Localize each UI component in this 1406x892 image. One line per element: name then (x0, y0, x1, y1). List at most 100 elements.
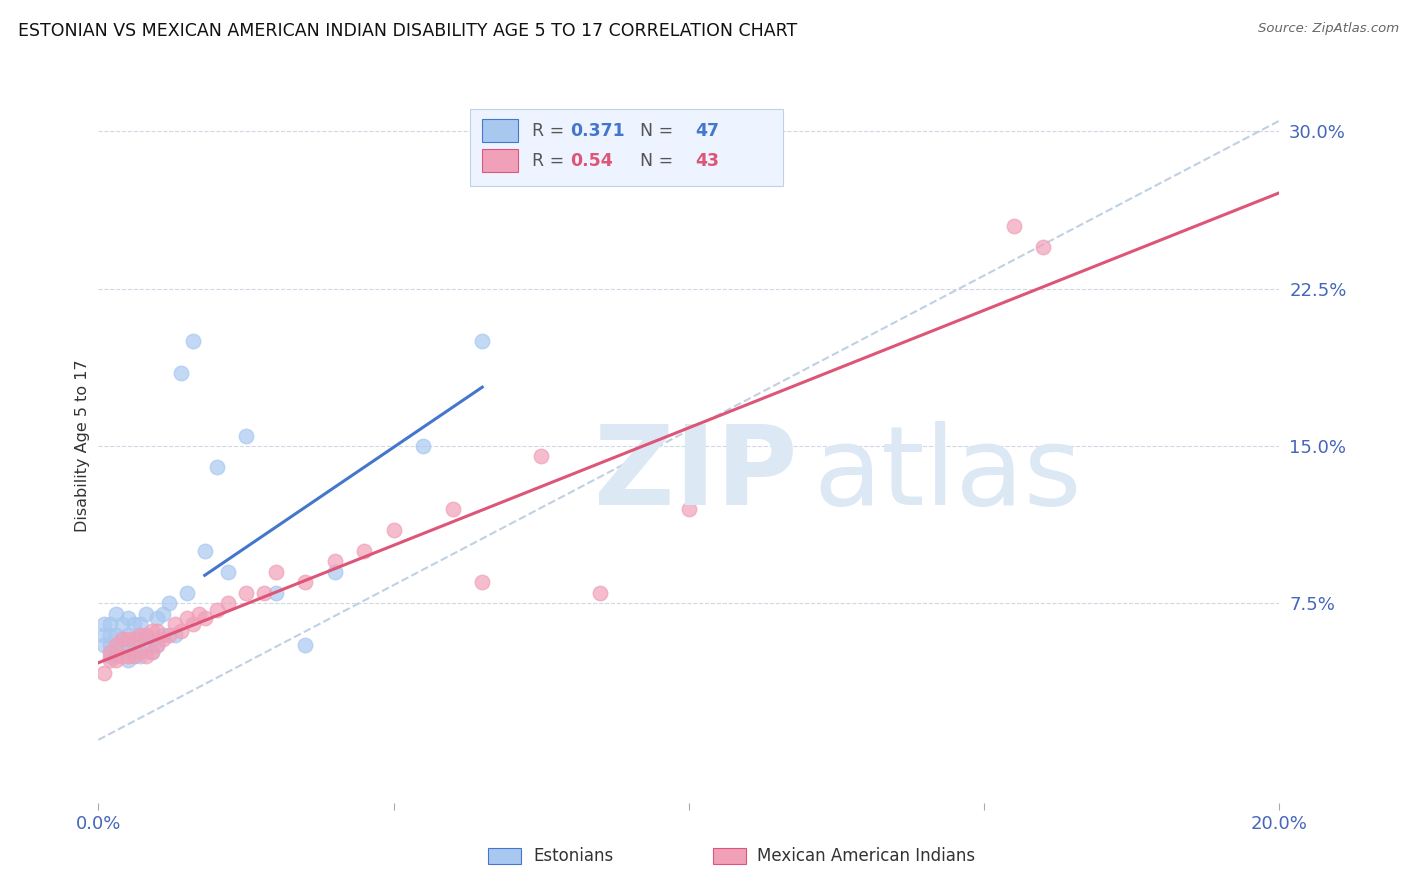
Text: ESTONIAN VS MEXICAN AMERICAN INDIAN DISABILITY AGE 5 TO 17 CORRELATION CHART: ESTONIAN VS MEXICAN AMERICAN INDIAN DISA… (18, 22, 797, 40)
Point (176, 586, 198, 600)
Point (235, 586, 257, 600)
Point (353, 544, 375, 558)
Text: Estonians: Estonians (533, 847, 613, 865)
Point (98, 645, 121, 659)
Point (111, 617, 134, 632)
Point (146, 639, 169, 653)
Point (117, 628, 139, 642)
FancyBboxPatch shape (471, 109, 783, 186)
Point (105, 628, 128, 642)
Point (98, 648, 121, 663)
Point (294, 575, 316, 590)
Point (194, 544, 217, 558)
Point (135, 607, 157, 621)
Point (152, 607, 174, 621)
Point (135, 648, 157, 663)
Point (117, 611, 139, 625)
Point (128, 628, 150, 642)
Text: atlas: atlas (813, 421, 1081, 528)
Text: R =: R = (531, 152, 569, 169)
Point (98, 639, 121, 653)
Text: Mexican American Indians: Mexican American Indians (758, 847, 976, 865)
Text: N =: N = (628, 152, 679, 169)
Point (217, 596, 239, 610)
Point (323, 554, 346, 568)
Point (105, 648, 128, 663)
Point (157, 628, 180, 642)
Y-axis label: Disability Age 5 to 17: Disability Age 5 to 17 (75, 359, 90, 533)
Point (105, 607, 128, 621)
Point (678, 502, 700, 516)
Point (98, 617, 121, 632)
Point (141, 624, 163, 638)
Point (1002, 219, 1025, 233)
Point (128, 617, 150, 632)
Point (441, 502, 464, 516)
Point (105, 653, 128, 667)
Point (135, 628, 157, 642)
Point (205, 603, 228, 617)
Bar (482, 120, 517, 142)
Point (157, 596, 180, 610)
Point (323, 565, 346, 579)
Point (135, 639, 157, 653)
Point (264, 586, 287, 600)
Text: 47: 47 (695, 121, 718, 139)
Point (165, 628, 187, 642)
Point (111, 648, 134, 663)
Point (111, 639, 134, 653)
Point (152, 628, 174, 642)
Point (187, 607, 209, 621)
Point (176, 611, 198, 625)
Bar (488, 848, 522, 864)
Text: 0.54: 0.54 (569, 152, 613, 169)
Point (235, 428, 257, 442)
Text: ZIP: ZIP (595, 421, 797, 528)
Point (530, 450, 553, 464)
Point (93, 639, 115, 653)
Point (122, 632, 145, 646)
Text: 43: 43 (695, 152, 718, 169)
Point (217, 565, 239, 579)
Point (117, 632, 139, 646)
Point (117, 639, 139, 653)
Point (105, 639, 128, 653)
Point (128, 645, 150, 659)
Point (141, 645, 163, 659)
Point (135, 628, 157, 642)
Point (146, 624, 169, 638)
Point (181, 334, 204, 348)
Point (170, 624, 193, 638)
Point (93, 665, 115, 680)
Point (412, 439, 434, 453)
Point (105, 639, 128, 653)
Point (146, 639, 169, 653)
Point (170, 366, 193, 380)
Point (93, 617, 115, 632)
Point (471, 334, 494, 348)
Point (122, 648, 145, 663)
Bar (482, 149, 517, 172)
Point (128, 648, 150, 663)
Point (93, 628, 115, 642)
Point (194, 611, 217, 625)
Point (141, 645, 163, 659)
Point (146, 611, 169, 625)
Text: N =: N = (628, 121, 679, 139)
Point (165, 617, 187, 632)
Point (382, 523, 405, 537)
Point (117, 648, 139, 663)
Point (128, 632, 150, 646)
Point (98, 628, 121, 642)
Point (1032, 239, 1054, 253)
Point (152, 632, 174, 646)
Text: 0.371: 0.371 (569, 121, 624, 139)
Point (111, 632, 134, 646)
Point (141, 632, 163, 646)
Point (122, 648, 145, 663)
Point (98, 653, 121, 667)
Point (111, 632, 134, 646)
Point (294, 639, 316, 653)
Point (253, 586, 276, 600)
Bar (713, 848, 745, 864)
